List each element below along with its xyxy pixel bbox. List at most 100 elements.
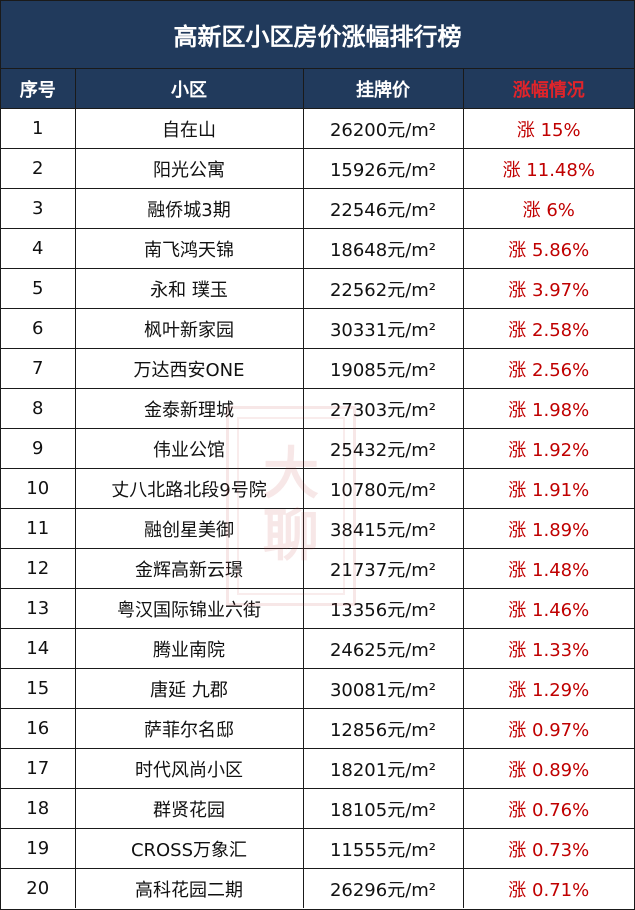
cell-change: 涨 0.89% [462,748,634,789]
cell-price: 26296元/m² [302,868,464,908]
table-row: 6 枫叶新家园 30331元/m² 涨 2.58% [1,308,634,349]
cell-change: 涨 1.89% [462,508,634,549]
cell-name: 融侨城3期 [74,188,304,229]
table-row: 15 唐延 九郡 30081元/m² 涨 1.29% [1,668,634,709]
cell-change: 涨 1.29% [462,668,634,709]
cell-price: 18201元/m² [302,748,464,789]
ranking-table: 序号 小区 挂牌价 涨幅情况 1 自在山 26200元/m² 涨 15% 2 阳光公寓 15… [1,69,634,908]
cell-name: 萨菲尔名邸 [74,708,304,749]
cell-change: 涨 11.48% [462,148,634,189]
cell-name: 金泰新理城 [74,388,304,429]
cell-price: 12856元/m² [302,708,464,749]
cell-name: 万达西安ONE [74,348,304,389]
cell-change: 涨 0.76% [462,788,634,829]
cell-rank: 7 [1,348,76,389]
header-rank: 序号 [1,69,76,109]
cell-name: 枫叶新家园 [74,308,304,349]
table-row: 10 丈八北路北段9号院 10780元/m² 涨 1.91% [1,468,634,509]
cell-price: 27303元/m² [302,388,464,429]
cell-price: 22562元/m² [302,268,464,309]
cell-price: 10780元/m² [302,468,464,509]
table-row: 14 腾业南院 24625元/m² 涨 1.33% [1,628,634,669]
cell-name: 阳光公寓 [74,148,304,189]
cell-name: 融创星美御 [74,508,304,549]
cell-rank: 20 [1,868,76,908]
cell-rank: 18 [1,788,76,829]
cell-name: 丈八北路北段9号院 [74,468,304,509]
cell-name: 群贤花园 [74,788,304,829]
cell-rank: 13 [1,588,76,629]
cell-change: 涨 0.73% [462,828,634,869]
cell-name: 粤汉国际锦业六街 [74,588,304,629]
cell-change: 涨 1.33% [462,628,634,669]
header-change: 涨幅情况 [462,69,634,109]
cell-name: 时代风尚小区 [74,748,304,789]
table-row: 1 自在山 26200元/m² 涨 15% [1,108,634,149]
cell-name: 高科花园二期 [74,868,304,908]
cell-rank: 12 [1,548,76,589]
cell-rank: 15 [1,668,76,709]
cell-rank: 10 [1,468,76,509]
cell-price: 11555元/m² [302,828,464,869]
cell-name: 永和 璞玉 [74,268,304,309]
cell-change: 涨 1.46% [462,588,634,629]
table-row: 8 金泰新理城 27303元/m² 涨 1.98% [1,388,634,429]
cell-price: 24625元/m² [302,628,464,669]
table-row: 4 南飞鸿天锦 18648元/m² 涨 5.86% [1,228,634,269]
table-row: 13 粤汉国际锦业六街 13356元/m² 涨 1.46% [1,588,634,629]
cell-name: 自在山 [74,108,304,149]
cell-name: CROSS万象汇 [74,828,304,869]
cell-price: 13356元/m² [302,588,464,629]
cell-rank: 17 [1,748,76,789]
cell-rank: 9 [1,428,76,469]
cell-price: 19085元/m² [302,348,464,389]
header-row: 序号 小区 挂牌价 涨幅情况 [1,69,634,109]
table-title: 高新区小区房价涨幅排行榜 [1,1,634,69]
header-name: 小区 [74,69,304,109]
cell-price: 38415元/m² [302,508,464,549]
cell-rank: 14 [1,628,76,669]
cell-price: 25432元/m² [302,428,464,469]
cell-rank: 6 [1,308,76,349]
cell-rank: 5 [1,268,76,309]
cell-rank: 2 [1,148,76,189]
cell-change: 涨 15% [462,108,634,149]
cell-rank: 4 [1,228,76,269]
cell-change: 涨 1.48% [462,548,634,589]
cell-change: 涨 1.91% [462,468,634,509]
cell-rank: 16 [1,708,76,749]
cell-rank: 19 [1,828,76,869]
table-row: 20 高科花园二期 26296元/m² 涨 0.71% [1,868,634,908]
cell-change: 涨 2.58% [462,308,634,349]
header-price: 挂牌价 [302,69,464,109]
cell-price: 18648元/m² [302,228,464,269]
table-row: 12 金辉高新云璟 21737元/m² 涨 1.48% [1,548,634,589]
cell-name: 南飞鸿天锦 [74,228,304,269]
table-row: 7 万达西安ONE 19085元/m² 涨 2.56% [1,348,634,389]
cell-name: 唐延 九郡 [74,668,304,709]
cell-change: 涨 0.71% [462,868,634,908]
cell-change: 涨 6% [462,188,634,229]
table-row: 17 时代风尚小区 18201元/m² 涨 0.89% [1,748,634,789]
table-row: 5 永和 璞玉 22562元/m² 涨 3.97% [1,268,634,309]
cell-price: 22546元/m² [302,188,464,229]
cell-change: 涨 1.92% [462,428,634,469]
cell-change: 涨 0.97% [462,708,634,749]
cell-name: 金辉高新云璟 [74,548,304,589]
cell-change: 涨 5.86% [462,228,634,269]
cell-change: 涨 1.98% [462,388,634,429]
table-row: 2 阳光公寓 15926元/m² 涨 11.48% [1,148,634,189]
cell-name: 腾业南院 [74,628,304,669]
cell-rank: 1 [1,108,76,149]
cell-price: 30331元/m² [302,308,464,349]
cell-change: 涨 3.97% [462,268,634,309]
table-row: 18 群贤花园 18105元/m² 涨 0.76% [1,788,634,829]
cell-price: 26200元/m² [302,108,464,149]
cell-price: 15926元/m² [302,148,464,189]
cell-name: 伟业公馆 [74,428,304,469]
cell-price: 21737元/m² [302,548,464,589]
table-row: 19 CROSS万象汇 11555元/m² 涨 0.73% [1,828,634,869]
cell-rank: 11 [1,508,76,549]
table-row: 16 萨菲尔名邸 12856元/m² 涨 0.97% [1,708,634,749]
